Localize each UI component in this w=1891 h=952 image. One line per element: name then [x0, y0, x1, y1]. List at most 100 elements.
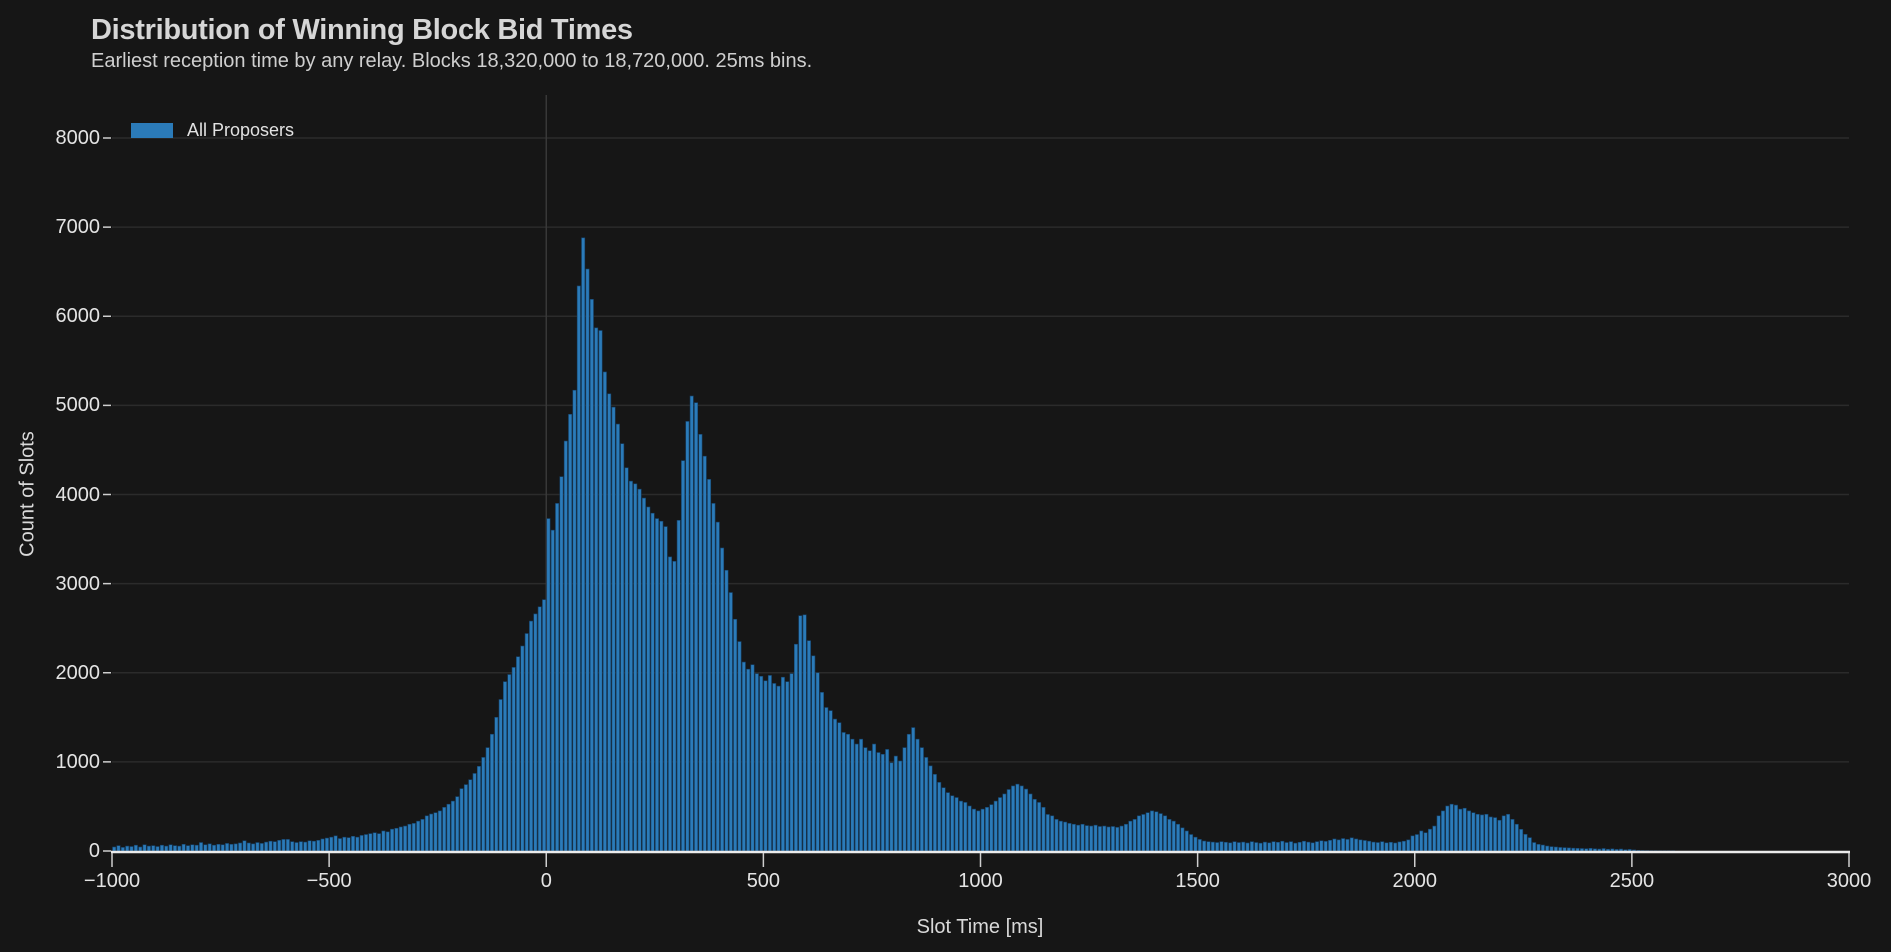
histogram-bar	[980, 808, 985, 852]
histogram-bar	[1202, 840, 1207, 852]
histogram-bar	[268, 840, 273, 852]
histogram-bar	[385, 831, 390, 852]
x-tick-label--500: −500	[306, 870, 352, 892]
histogram-bar	[767, 675, 772, 852]
histogram-bar	[186, 845, 190, 852]
histogram-bar	[255, 842, 260, 852]
y-tick-label-2000: 2000	[55, 661, 101, 684]
histogram-bar	[1111, 826, 1115, 852]
histogram-bar	[815, 672, 820, 852]
histogram-bar	[1588, 848, 1593, 852]
legend[interactable]: All Proposers	[131, 120, 294, 141]
histogram-bar	[615, 423, 620, 852]
histogram-bar	[650, 512, 655, 852]
histogram-bar	[1006, 789, 1011, 852]
histogram-bar	[277, 839, 282, 852]
histogram-bar	[494, 717, 499, 852]
histogram-bar	[1293, 842, 1298, 852]
legend-swatch-all-proposers[interactable]	[131, 123, 173, 138]
histogram-bar	[1102, 825, 1107, 852]
histogram-bar	[181, 844, 186, 852]
histogram-bar	[998, 797, 1002, 852]
histogram-bar	[433, 812, 438, 852]
histogram-bar	[1480, 814, 1485, 852]
y-tick-label-8000: 8000	[55, 127, 101, 149]
histogram-bar	[1184, 830, 1189, 852]
chart-title: Distribution of Winning Block Bid Times	[91, 14, 633, 46]
histogram-bar	[520, 645, 525, 852]
histogram-bar	[1271, 841, 1276, 852]
histogram-bar	[1571, 847, 1576, 852]
histogram-bar	[1297, 841, 1302, 852]
x-tick-label-2000: 2000	[1392, 870, 1438, 892]
histogram-bar	[1032, 799, 1037, 852]
histogram-bar	[190, 844, 195, 852]
histogram-bar	[351, 835, 355, 852]
histogram-bar	[1015, 783, 1020, 852]
histogram-bar	[1527, 837, 1532, 852]
histogram-bar	[338, 838, 342, 852]
histogram-bar	[1084, 825, 1089, 852]
histogram-bar	[1441, 810, 1445, 852]
histogram-bar	[533, 613, 538, 852]
histogram-bar	[1562, 847, 1567, 852]
histogram-bar	[698, 434, 703, 852]
histogram-bar	[563, 440, 568, 852]
histogram-bar	[1210, 841, 1215, 852]
histogram-bar	[1128, 820, 1133, 852]
histogram-bar	[1302, 840, 1306, 852]
histogram-bar	[824, 707, 829, 852]
histogram-bar	[867, 750, 872, 852]
histogram-bar	[1071, 823, 1076, 852]
histogram-bar	[1501, 815, 1506, 852]
histogram-bar	[1124, 823, 1128, 852]
histogram-bar	[646, 506, 651, 852]
histogram-bar	[1328, 839, 1333, 852]
histogram-bar	[307, 840, 312, 852]
histogram-bar	[112, 846, 117, 852]
histogram-bar	[1206, 841, 1211, 852]
histogram-bar	[264, 841, 269, 852]
histogram-bar	[207, 843, 212, 852]
histogram-bar	[524, 633, 529, 852]
histogram-bar	[1132, 819, 1137, 852]
histogram-bar	[915, 738, 920, 852]
histogram-bar	[1410, 835, 1415, 852]
histogram-bar	[555, 503, 560, 852]
histogram-bar	[733, 618, 738, 852]
histogram-bar	[655, 518, 659, 852]
histogram-bar	[1097, 826, 1102, 852]
histogram-bar	[581, 237, 586, 852]
histogram-bar	[1089, 825, 1094, 852]
histogram-bar	[507, 674, 512, 852]
histogram-bar	[1171, 820, 1176, 852]
histogram-bar	[1345, 839, 1350, 852]
histogram-bar	[1189, 834, 1194, 852]
histogram-bar	[976, 810, 981, 852]
histogram-bar	[1080, 823, 1085, 852]
histogram-bar	[637, 488, 642, 852]
histogram-bar	[937, 782, 942, 852]
histogram-bar	[898, 760, 903, 852]
histogram-bar	[1306, 841, 1311, 852]
legend-label-all-proposers[interactable]: All Proposers	[187, 120, 295, 140]
histogram-bar	[481, 757, 486, 852]
histogram-bar	[1397, 841, 1402, 852]
histogram-bar	[394, 827, 399, 852]
histogram-bar	[359, 835, 364, 852]
histogram-bar	[950, 795, 955, 852]
histogram-bar	[1245, 842, 1250, 852]
histogram-bar	[1115, 827, 1120, 852]
histogram-bar	[468, 779, 473, 852]
histogram-bar	[1002, 793, 1007, 852]
histogram-bar	[251, 843, 256, 852]
histogram-bar	[741, 661, 746, 852]
histogram-bar	[1176, 823, 1181, 852]
histogram-bar	[1276, 841, 1280, 852]
histogram-bar	[146, 845, 151, 852]
histogram-bar	[142, 844, 147, 852]
histogram-bar	[1054, 819, 1059, 852]
histogram-bar	[1419, 830, 1424, 852]
histogram-bar	[529, 620, 534, 852]
